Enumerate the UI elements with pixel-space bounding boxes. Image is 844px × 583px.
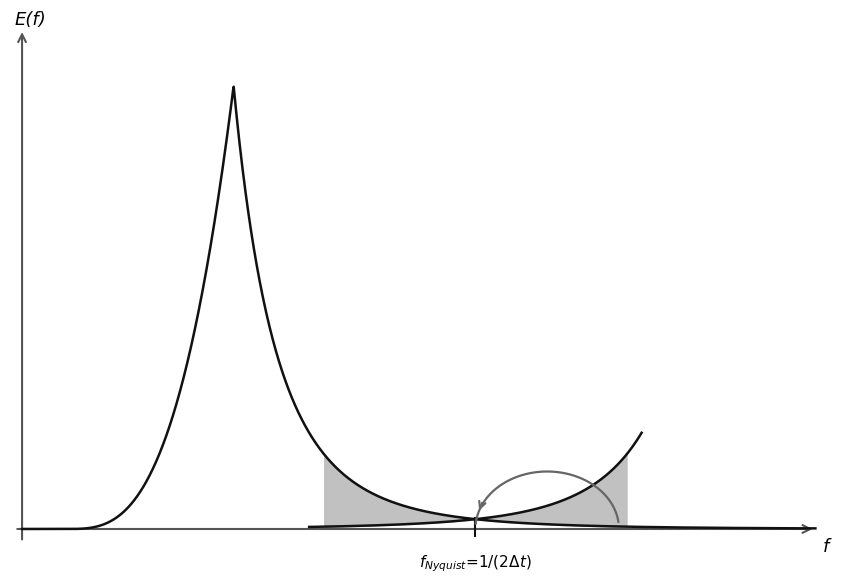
Text: f: f xyxy=(822,538,828,556)
Text: $f_{Nyquist}$=1/(2$\Delta t$): $f_{Nyquist}$=1/(2$\Delta t$) xyxy=(419,553,531,574)
Text: E(f): E(f) xyxy=(14,11,46,29)
